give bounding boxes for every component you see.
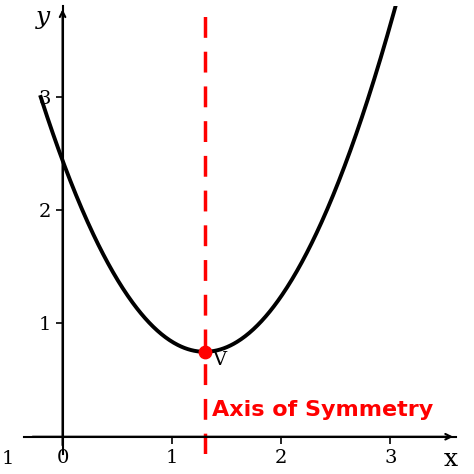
- Text: 1: 1: [2, 450, 14, 468]
- Point: [201, 348, 209, 356]
- Text: Axis of Symmetry: Axis of Symmetry: [212, 401, 434, 420]
- Text: V: V: [212, 351, 227, 369]
- Text: x: x: [444, 448, 457, 471]
- Text: y: y: [36, 6, 50, 29]
